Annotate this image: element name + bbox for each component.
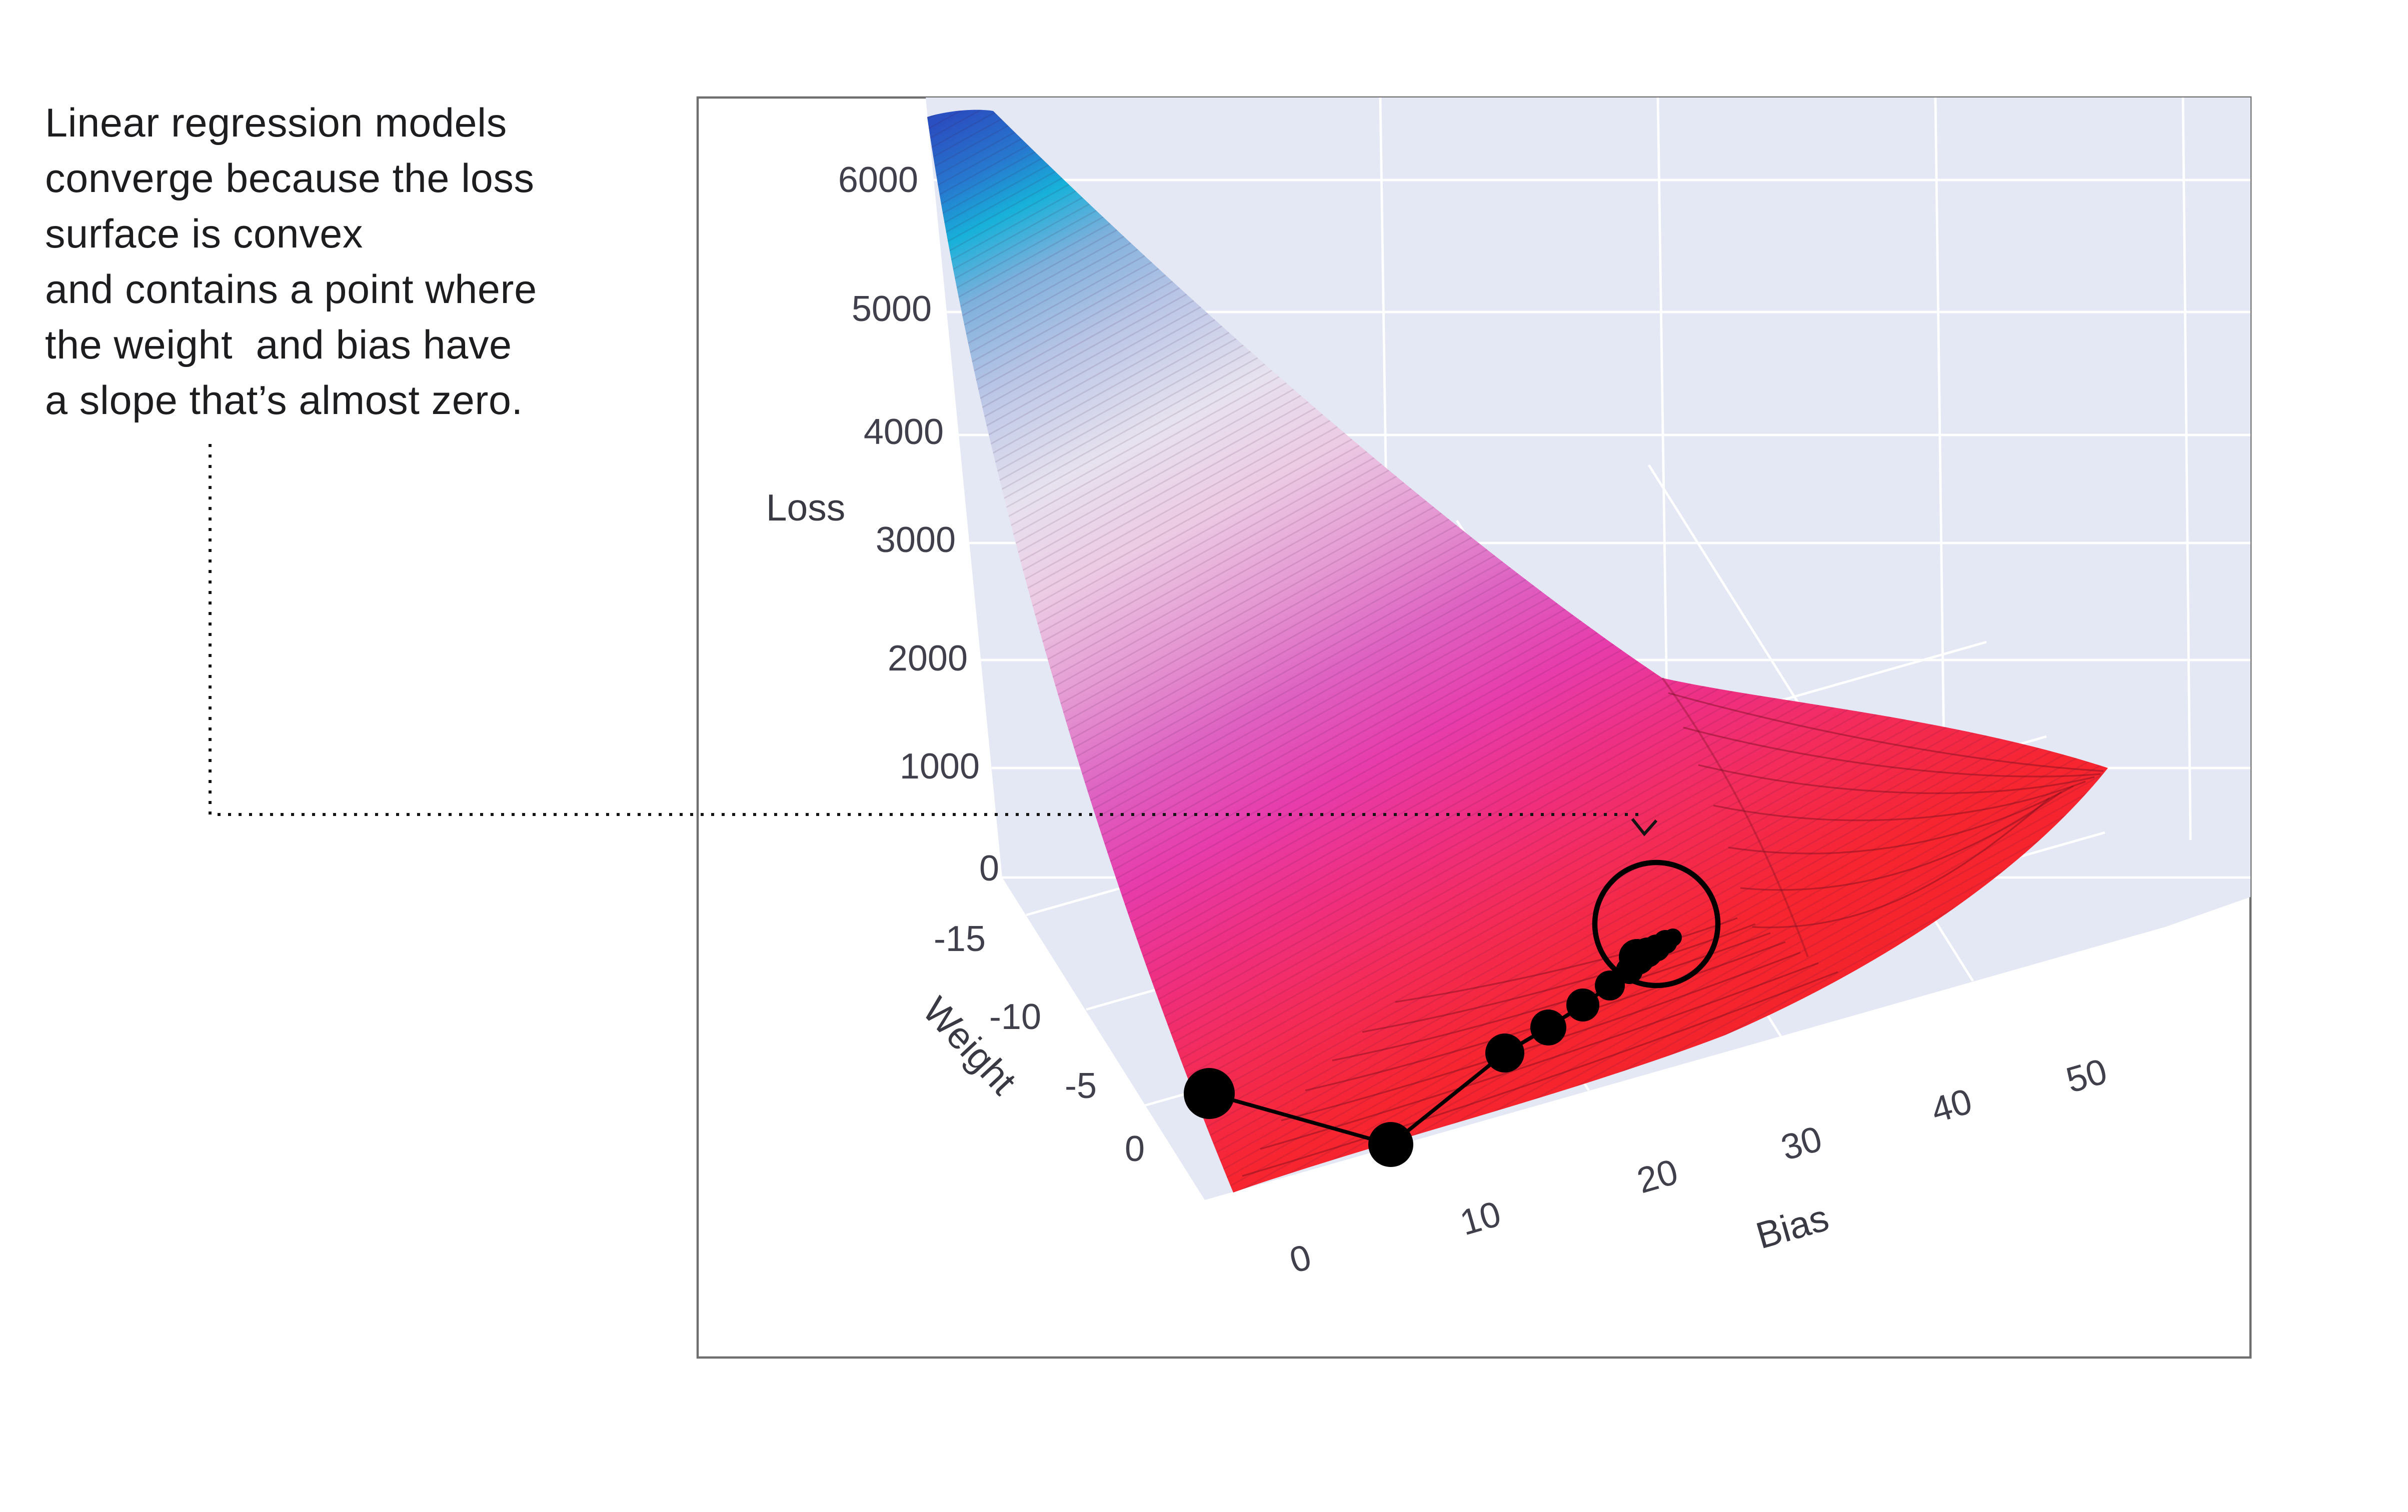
weight-tick-label: -5	[1065, 1066, 1097, 1106]
annotation-line: the weight and bias have	[45, 322, 512, 368]
surface-shading	[927, 110, 2108, 1192]
contour-lines	[1242, 677, 2104, 1177]
weight-tick-label: -15	[934, 919, 986, 959]
loss-tick-label: 3000	[876, 520, 956, 560]
loss-surface	[927, 110, 2108, 1192]
loss-tick-label: 1000	[900, 746, 980, 786]
annotation-connector	[209, 444, 1658, 836]
connector-dotted-line	[209, 444, 1640, 816]
connector-arrowhead-icon	[1631, 818, 1658, 836]
loss-tick-label: 0	[979, 848, 999, 888]
minimum-circle	[1592, 860, 1721, 988]
loss-tick-label: 2000	[888, 638, 968, 678]
gradient-descent-path	[1184, 860, 1721, 1167]
annotation-text: Linear regression models converge becaus…	[45, 96, 675, 429]
loss-tick-label: 6000	[838, 160, 918, 200]
loss-axis-title: Loss	[766, 486, 845, 528]
annotation-line: and contains a point where	[45, 267, 537, 312]
loss-tick-label: 5000	[852, 289, 932, 329]
annotation-line: converge because the loss	[45, 156, 535, 201]
annotation-line: a slope that’s almost zero.	[45, 378, 523, 423]
annotation-line: Linear regression models	[45, 100, 507, 146]
descent-markers	[1184, 928, 1682, 1167]
weight-tick-label: 0	[1125, 1129, 1145, 1169]
weight-tick-label: -10	[989, 997, 1041, 1037]
annotation-line: surface is convex	[45, 212, 363, 256]
loss-axis: 6000 5000 4000 3000 2000 1000 0 Loss	[766, 160, 999, 888]
loss-tick-label: 4000	[864, 412, 944, 452]
